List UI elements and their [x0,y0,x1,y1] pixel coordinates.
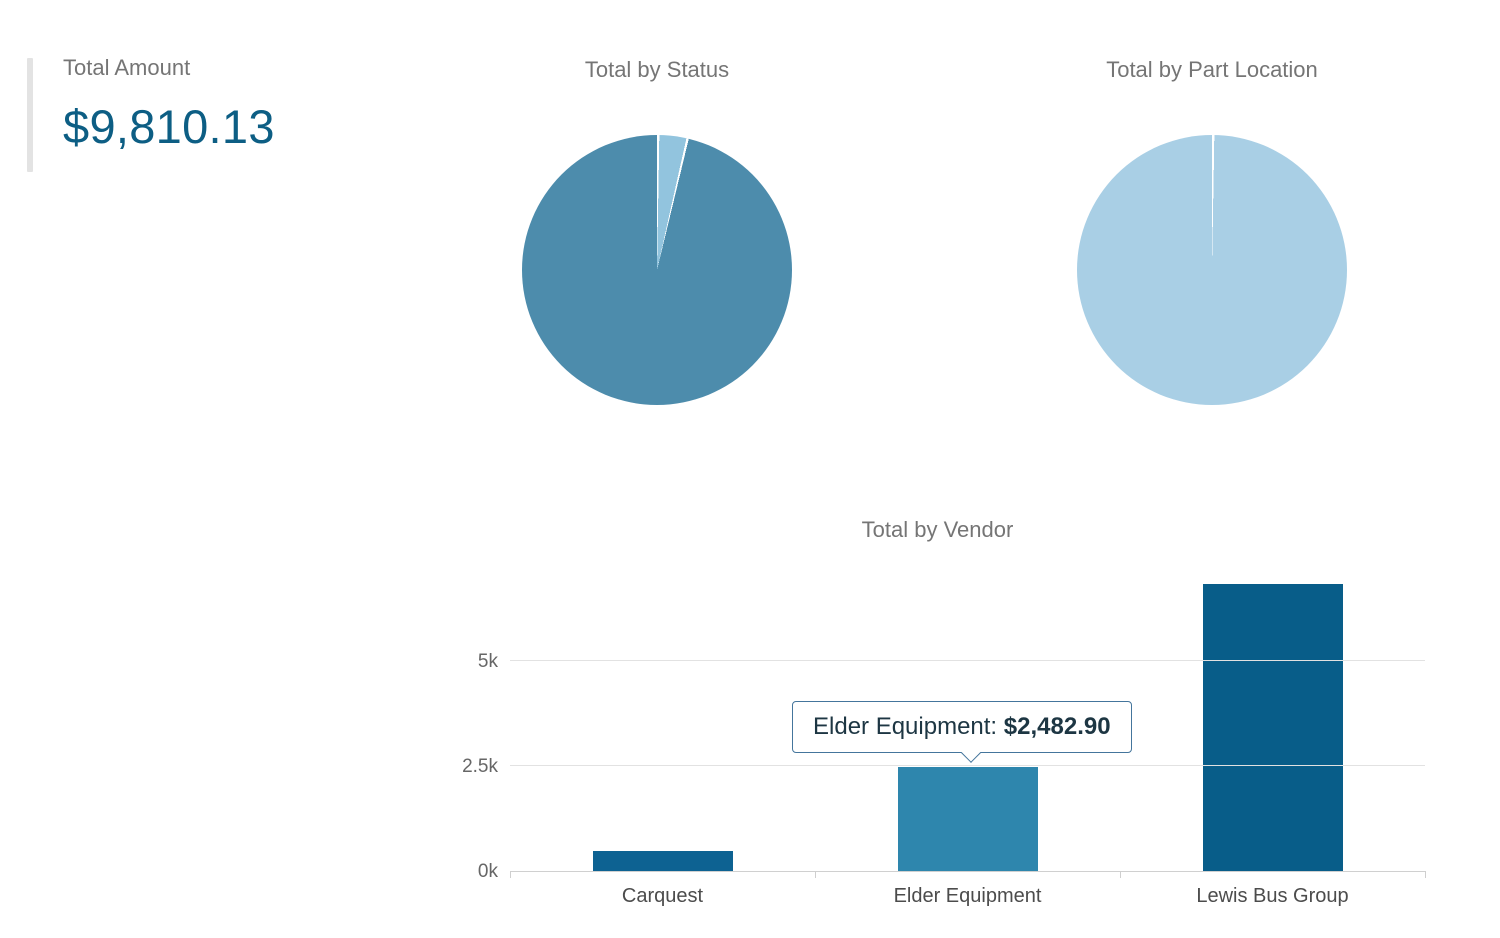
tooltip-label: Elder Equipment: [813,713,1004,740]
gridline [510,765,1425,767]
bar-elder-equipment[interactable] [897,766,1038,871]
bar-tooltip: Elder Equipment: $2,482.90 [792,701,1132,763]
x-axis-tick [815,871,816,878]
x-axis-tick [1120,871,1121,878]
bar-carquest[interactable] [592,850,733,871]
total-amount-label: Total Amount [63,55,191,80]
part-location-pie-title: Total by Part Location [1106,57,1318,82]
y-axis-tick-label: 2.5k [462,756,498,778]
status-pie-chart: Total by Status [507,57,807,405]
x-axis-label-lewis-bus-group: Lewis Bus Group [1196,885,1349,907]
x-axis-label-carquest: Carquest [621,885,704,907]
status-pie-title: Total by Status [584,57,730,82]
part-location-pie-chart: Total by Part Location [1062,57,1362,405]
vendor-chart-title: Total by Vendor [861,517,1014,542]
bar-lewis-bus-group[interactable] [1202,583,1343,871]
status-pie[interactable] [522,135,792,405]
tooltip-value: $2,482.90 [1003,713,1111,740]
x-axis-tick [1425,871,1426,878]
total-amount-value: $9,810.13 [63,100,275,153]
total-amount-card: Total Amount $9,810.13 [27,55,275,172]
bar-section-lewis-bus-group: Lewis Bus Group [1120,572,1425,907]
vendor-plot-area: Carquest Elder Equipment Lewis Bus Group [510,572,1426,907]
accent-bar [27,58,33,172]
part-location-pie[interactable] [1077,135,1347,405]
y-axis-tick-label: 0k [477,861,498,882]
bar-section-elder-equipment: Elder Equipment [815,572,1120,907]
gridline [510,660,1425,662]
x-axis-label-elder-equipment: Elder Equipment [893,885,1042,907]
y-axis-tick-label: 5k [477,651,498,673]
x-axis-tick [510,871,511,878]
vendor-bar-chart: Total by Vendor 0k 2.5k 5k Carquest Elde… [450,517,1426,927]
bar-section-carquest: Carquest [510,572,815,907]
